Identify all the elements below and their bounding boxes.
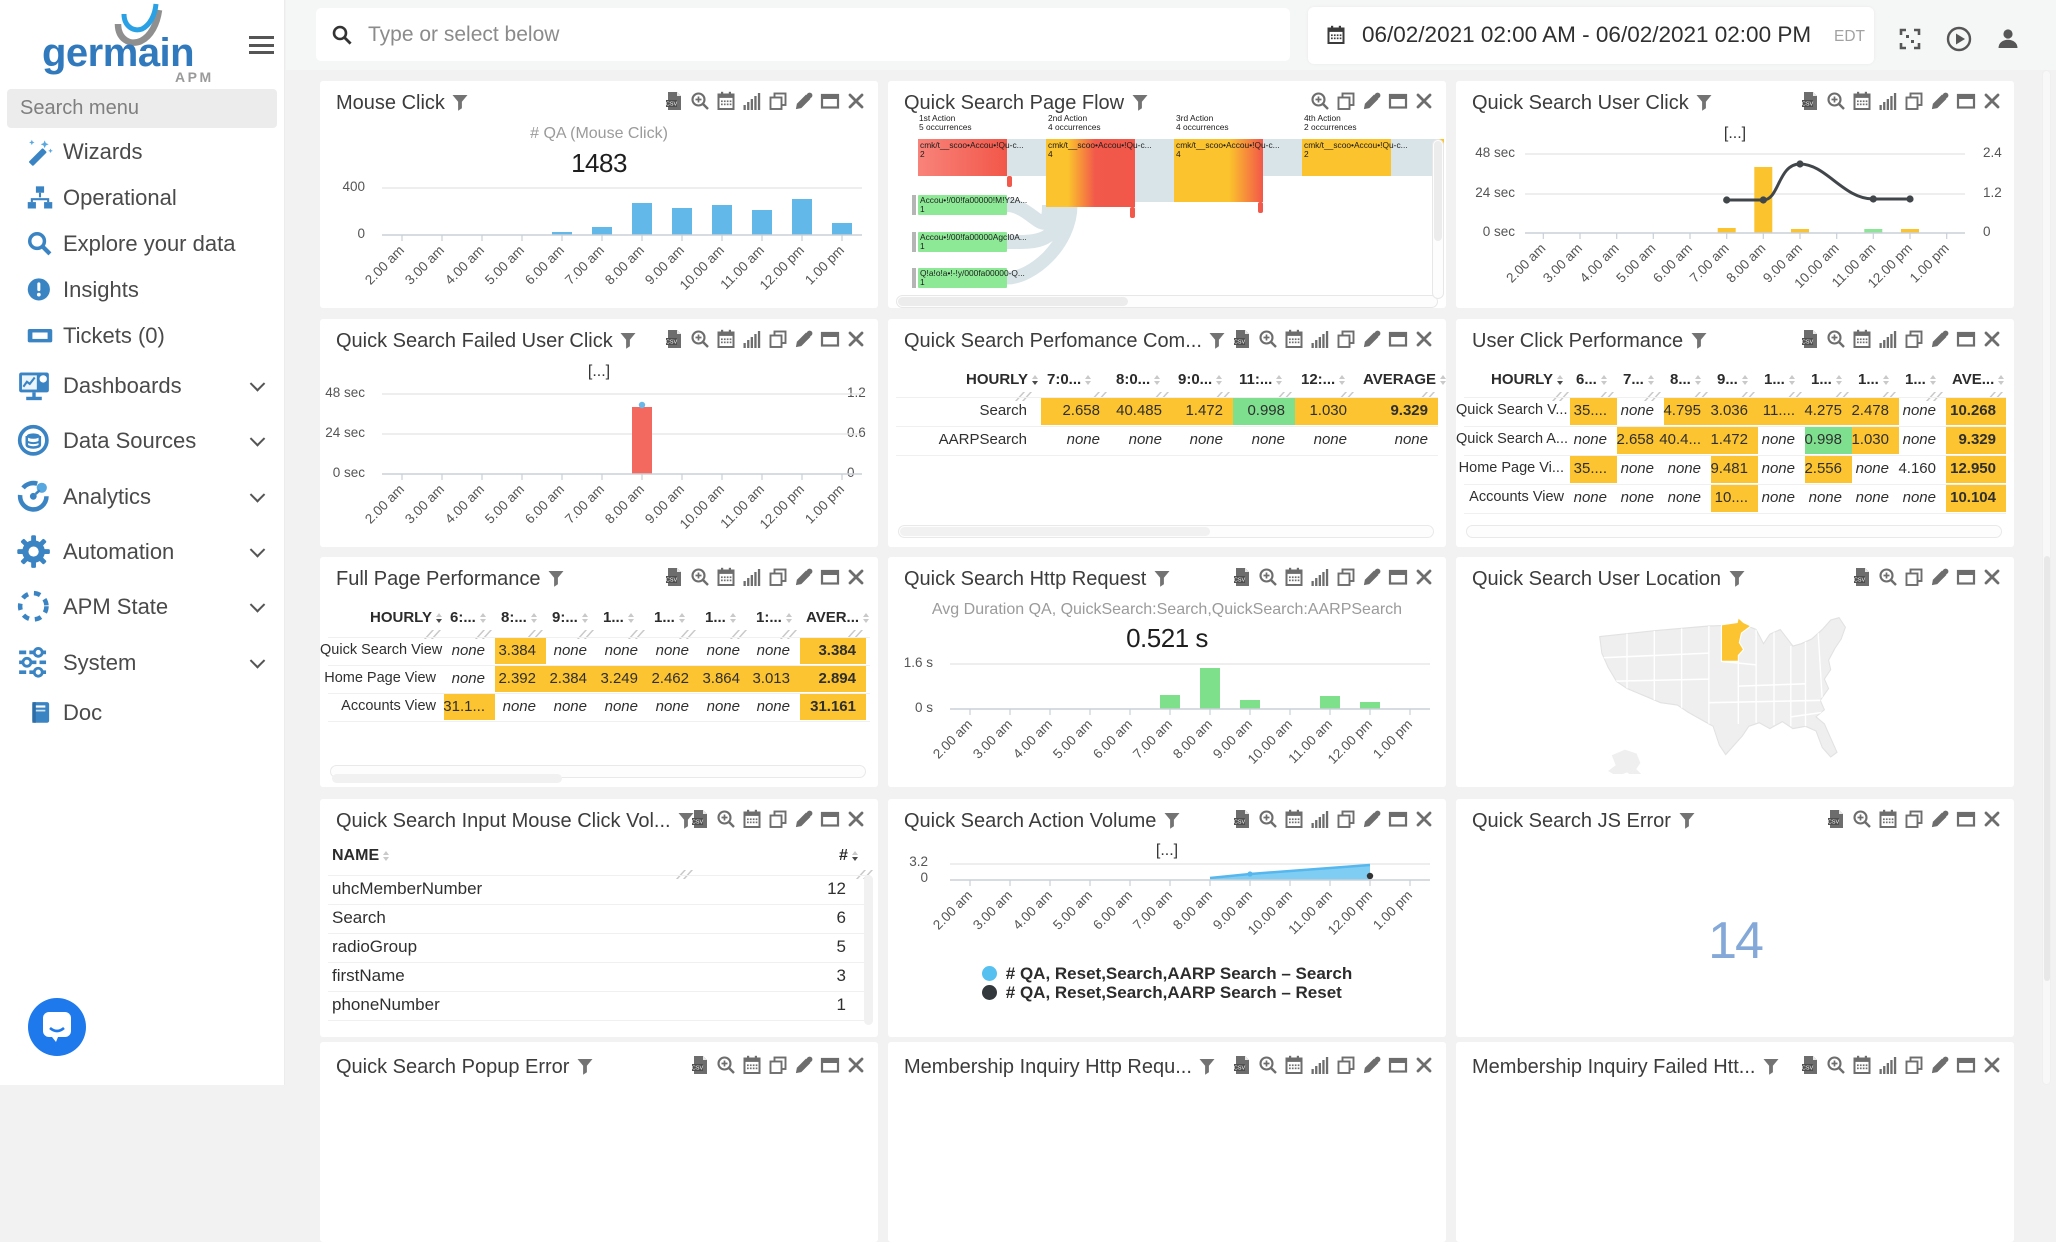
svg-text:8.00 am: 8.00 am — [1723, 241, 1768, 286]
svg-text:2.00 am: 2.00 am — [362, 482, 407, 527]
svg-text:2.00 am: 2.00 am — [1503, 241, 1548, 286]
svg-text:1: 1 — [920, 241, 925, 251]
svg-text:Q!a!o!a•!-!y/000fa00000-Q...: Q!a!o!a•!-!y/000fa00000-Q... — [920, 268, 1025, 278]
svg-text:7.00 am: 7.00 am — [1130, 717, 1175, 762]
svg-text:7.00 am: 7.00 am — [562, 482, 607, 527]
svg-text:2.00 am: 2.00 am — [930, 717, 975, 762]
svg-text:4 occurrences: 4 occurrences — [1176, 122, 1229, 132]
svg-text:2: 2 — [920, 149, 925, 159]
svg-text:6.00 am: 6.00 am — [522, 482, 567, 527]
svg-text:1: 1 — [920, 277, 925, 287]
svg-text:2: 2 — [1304, 149, 1309, 159]
svg-text:3.00 am: 3.00 am — [1540, 241, 1585, 286]
svg-text:1.00 pm: 1.00 pm — [1370, 888, 1415, 933]
svg-text:6.00 am: 6.00 am — [1090, 717, 1135, 762]
svg-text:7.00 am: 7.00 am — [1687, 241, 1732, 286]
svg-text:10.00 am: 10.00 am — [677, 243, 727, 293]
svg-text:2 occurrences: 2 occurrences — [1304, 122, 1357, 132]
svg-text:CSV: CSV — [1802, 102, 1814, 108]
svg-text:4: 4 — [1176, 149, 1181, 159]
svg-text:2.00 am: 2.00 am — [930, 888, 975, 933]
svg-text:2.00 am: 2.00 am — [362, 243, 407, 288]
svg-text:1.00 pm: 1.00 pm — [1907, 241, 1952, 286]
svg-text:5.00 am: 5.00 am — [1613, 241, 1658, 286]
svg-text:2nd Action: 2nd Action — [1048, 113, 1087, 123]
svg-text:8.00 am: 8.00 am — [602, 482, 647, 527]
svg-text:germain: germain — [42, 31, 194, 75]
svg-text:3.00 am: 3.00 am — [970, 888, 1015, 933]
svg-text:12.00 pm: 12.00 pm — [1325, 717, 1375, 767]
svg-text:APM: APM — [175, 69, 214, 85]
svg-text:Accou•!/00!fa00000!M!Y2A...: Accou•!/00!fa00000!M!Y2A... — [920, 195, 1027, 205]
svg-text:4 occurrences: 4 occurrences — [1048, 122, 1101, 132]
svg-text:6.00 am: 6.00 am — [1090, 888, 1135, 933]
svg-text:3.00 am: 3.00 am — [402, 482, 447, 527]
svg-text:CSV: CSV — [666, 102, 678, 108]
svg-text:5.00 am: 5.00 am — [482, 243, 527, 288]
svg-text:cmk/t__scoo•Accou•!Qu-c...: cmk/t__scoo•Accou•!Qu-c... — [920, 140, 1024, 150]
svg-text:3rd Action: 3rd Action — [1176, 113, 1214, 123]
svg-text:1.00 pm: 1.00 pm — [802, 482, 847, 527]
svg-text:1.00 pm: 1.00 pm — [1370, 717, 1415, 762]
svg-text:5.00 am: 5.00 am — [1050, 717, 1095, 762]
svg-text:5.00 am: 5.00 am — [1050, 888, 1095, 933]
svg-text:12.00 pm: 12.00 pm — [757, 482, 807, 532]
svg-text:4: 4 — [1048, 149, 1053, 159]
svg-text:CSV: CSV — [1802, 1066, 1814, 1072]
svg-text:1st Action: 1st Action — [919, 113, 956, 123]
svg-text:3.00 am: 3.00 am — [402, 243, 447, 288]
svg-text:CSV: CSV — [666, 340, 678, 346]
svg-text:CSV: CSV — [1234, 340, 1246, 346]
svg-text:1: 1 — [920, 204, 925, 214]
svg-text:Accou•!/00!fa00000AgcI0A...: Accou•!/00!fa00000AgcI0A... — [920, 232, 1027, 242]
svg-text:1.00 pm: 1.00 pm — [802, 243, 847, 288]
svg-text:10.00 am: 10.00 am — [1245, 888, 1295, 938]
svg-text:12.00 pm: 12.00 pm — [1325, 888, 1375, 938]
svg-text:4.00 am: 4.00 am — [1010, 717, 1055, 762]
svg-text:4.00 am: 4.00 am — [442, 243, 487, 288]
svg-text:cmk/t__scoo•Accou•!Qu-c...: cmk/t__scoo•Accou•!Qu-c... — [1048, 140, 1152, 150]
svg-text:8.00 am: 8.00 am — [1170, 888, 1215, 933]
svg-text:12.00 pm: 12.00 pm — [757, 243, 807, 293]
svg-text:8.00 am: 8.00 am — [1170, 717, 1215, 762]
svg-text:4.00 am: 4.00 am — [442, 482, 487, 527]
svg-text:CSV: CSV — [666, 578, 678, 584]
svg-text:6.00 am: 6.00 am — [522, 243, 567, 288]
svg-text:cmk/t__scoo•Accou•!Qu-c...: cmk/t__scoo•Accou•!Qu-c... — [1304, 140, 1408, 150]
svg-text:3.00 am: 3.00 am — [970, 717, 1015, 762]
svg-text:5 occurrences: 5 occurrences — [919, 122, 972, 132]
svg-text:CSV: CSV — [1234, 1066, 1246, 1072]
svg-text:CSV: CSV — [692, 820, 704, 826]
svg-text:4th Action: 4th Action — [1304, 113, 1341, 123]
svg-text:7.00 am: 7.00 am — [1130, 888, 1175, 933]
svg-text:CSV: CSV — [1854, 578, 1866, 584]
svg-text:10.00 am: 10.00 am — [677, 482, 727, 532]
svg-text:CSV: CSV — [1234, 820, 1246, 826]
svg-text:4.00 am: 4.00 am — [1010, 888, 1055, 933]
svg-text:4.00 am: 4.00 am — [1577, 241, 1622, 286]
svg-text:cmk/t__scoo•Accou•!Qu-c...: cmk/t__scoo•Accou•!Qu-c... — [1176, 140, 1280, 150]
svg-text:CSV: CSV — [692, 1066, 704, 1072]
svg-text:7.00 am: 7.00 am — [562, 243, 607, 288]
svg-text:CSV: CSV — [1802, 340, 1814, 346]
svg-text:CSV: CSV — [1828, 820, 1840, 826]
svg-text:8.00 am: 8.00 am — [602, 243, 647, 288]
svg-text:10.00 am: 10.00 am — [1245, 717, 1295, 767]
svg-text:5.00 am: 5.00 am — [482, 482, 527, 527]
svg-text:CSV: CSV — [1234, 578, 1246, 584]
svg-text:6.00 am: 6.00 am — [1650, 241, 1695, 286]
